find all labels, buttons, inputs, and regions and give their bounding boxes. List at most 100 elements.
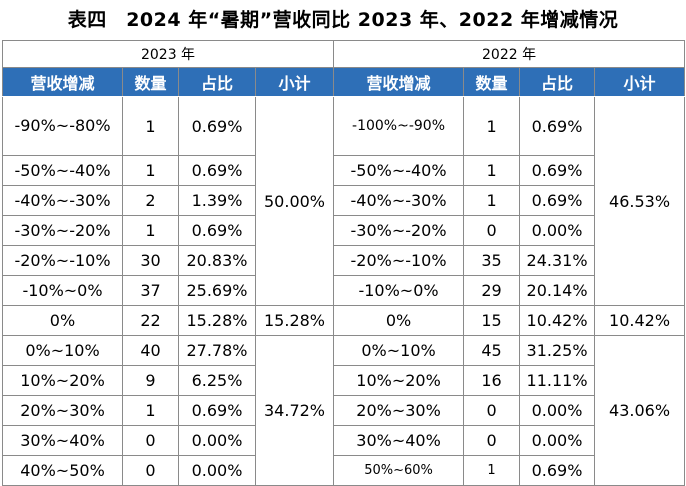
share-cell: 31.25% <box>519 335 596 366</box>
range-cell: 30%~40% <box>2 425 123 456</box>
table-row: -10%~0% 37 25.69% -10%~0% 29 20.14% <box>2 275 685 306</box>
col-range-2022: 营收增减 <box>333 67 465 97</box>
subtotal-cell: 10.42% <box>594 305 686 336</box>
year-2022-header: 2022 年 <box>333 40 686 68</box>
subtotal-cell: 46.53% <box>594 96 686 306</box>
share-cell: 0.00% <box>519 215 596 246</box>
col-share-2023: 占比 <box>178 67 256 97</box>
range-cell: 20%~30% <box>333 395 465 426</box>
share-cell: 0.69% <box>519 155 596 186</box>
count-cell: 15 <box>463 305 521 336</box>
subtotal-cell: 50.00% <box>254 96 335 306</box>
range-cell: -40%~-30% <box>333 185 465 216</box>
subtotal-cell: 34.72% <box>254 335 335 486</box>
table-title: 表四 2024 年“暑期”营收同比 2023 年、2022 年增减情况 <box>67 9 619 31</box>
range-cell: 30%~40% <box>333 425 465 456</box>
count-cell: 1 <box>463 185 521 216</box>
count-cell: 0 <box>122 425 179 456</box>
range-cell: -50%~-40% <box>2 155 123 186</box>
col-share-2022: 占比 <box>519 67 596 97</box>
share-cell: 0.00% <box>178 455 256 486</box>
table-row: 0%~10% 40 27.78% 34.72% 0%~10% 45 31.25%… <box>2 335 686 486</box>
share-cell: 0.00% <box>519 425 596 456</box>
count-cell: 22 <box>122 305 179 336</box>
subtotal-cell: 15.28% <box>254 305 335 336</box>
count-cell: 1 <box>463 155 521 186</box>
range-cell: 0% <box>2 305 123 336</box>
count-cell: 45 <box>463 335 521 366</box>
subtotal-cell: 43.06% <box>594 335 686 486</box>
range-cell: -20%~-10% <box>333 245 465 276</box>
table-row: -20%~-10% 30 20.83% -20%~-10% 35 24.31% <box>2 245 685 276</box>
range-cell: -20%~-10% <box>2 245 123 276</box>
count-cell: 2 <box>122 185 179 216</box>
share-cell: 27.78% <box>178 335 256 366</box>
count-cell: 1 <box>122 96 179 156</box>
share-cell: 15.28% <box>178 305 256 336</box>
share-cell: 6.25% <box>178 365 256 396</box>
share-cell: 0.69% <box>178 395 256 426</box>
share-cell: 1.39% <box>178 185 256 216</box>
revenue-change-table: 2023 年 2022 年 营收增减 数量 占比 小计 营收增减 数量 占比 小… <box>1 40 686 486</box>
table-row: 30%~40% 0 0.00% 30%~40% 0 0.00% <box>2 425 685 456</box>
range-cell: -10%~0% <box>333 275 465 306</box>
share-cell: 0.69% <box>519 96 596 156</box>
col-subtotal-2023: 小计 <box>254 67 335 97</box>
count-cell: 1 <box>463 96 521 156</box>
table-row: 40%~50% 0 0.00% 50%~60% 1 0.69% <box>2 455 685 486</box>
range-cell: -30%~-20% <box>333 215 465 246</box>
table-row: -50%~-40% 1 0.69% -50%~-40% 1 0.69% <box>2 155 685 186</box>
count-cell: 0 <box>463 425 521 456</box>
range-cell: -30%~-20% <box>2 215 123 246</box>
share-cell: 10.42% <box>519 305 596 336</box>
count-cell: 0 <box>463 215 521 246</box>
table-row: 10%~20% 9 6.25% 10%~20% 16 11.11% <box>2 365 685 396</box>
count-cell: 0 <box>463 395 521 426</box>
range-cell: -100%~-90% <box>333 96 465 156</box>
count-cell: 29 <box>463 275 521 306</box>
count-cell: 16 <box>463 365 521 396</box>
col-subtotal-2022: 小计 <box>594 67 686 97</box>
range-cell: 0%~10% <box>2 335 123 366</box>
share-cell: 0.00% <box>178 425 256 456</box>
share-cell: 0.69% <box>178 155 256 186</box>
count-cell: 1 <box>122 395 179 426</box>
col-count-2023: 数量 <box>122 67 179 97</box>
range-cell: 10%~20% <box>2 365 123 396</box>
share-cell: 20.14% <box>519 275 596 306</box>
table-row: -40%~-30% 2 1.39% -40%~-30% 1 0.69% <box>2 185 685 216</box>
share-cell: 0.69% <box>519 185 596 216</box>
year-2023-header: 2023 年 <box>1 40 335 68</box>
count-cell: 1 <box>122 215 179 246</box>
range-cell: 0% <box>333 305 465 336</box>
range-cell: 10%~20% <box>333 365 465 396</box>
count-cell: 1 <box>463 455 521 486</box>
table-row: -30%~-20% 1 0.69% -30%~-20% 0 0.00% <box>2 215 685 246</box>
share-cell: 0.00% <box>519 395 596 426</box>
share-cell: 0.69% <box>519 455 596 486</box>
count-cell: 40 <box>122 335 179 366</box>
range-cell: 50%~60% <box>333 455 465 486</box>
count-cell: 9 <box>122 365 179 396</box>
range-cell: 40%~50% <box>2 455 123 486</box>
share-cell: 0.69% <box>178 215 256 246</box>
range-cell: 0%~10% <box>333 335 465 366</box>
count-cell: 0 <box>122 455 179 486</box>
count-cell: 35 <box>463 245 521 276</box>
range-cell: 20%~30% <box>2 395 123 426</box>
share-cell: 20.83% <box>178 245 256 276</box>
range-cell: -10%~0% <box>2 275 123 306</box>
share-cell: 0.69% <box>178 96 256 156</box>
share-cell: 11.11% <box>519 365 596 396</box>
col-count-2022: 数量 <box>463 67 521 97</box>
range-cell: -40%~-30% <box>2 185 123 216</box>
count-cell: 37 <box>122 275 179 306</box>
count-cell: 30 <box>122 245 179 276</box>
share-cell: 24.31% <box>519 245 596 276</box>
table-row: 0% 22 15.28% 15.28% 0% 15 10.42% 10.42% <box>2 305 686 336</box>
range-cell: -90%~-80% <box>2 96 123 156</box>
share-cell: 25.69% <box>178 275 256 306</box>
table-row: -90%~-80% 1 0.69% 50.00% -100%~-90% 1 0.… <box>2 96 686 306</box>
col-range-2023: 营收增减 <box>2 67 123 97</box>
count-cell: 1 <box>122 155 179 186</box>
